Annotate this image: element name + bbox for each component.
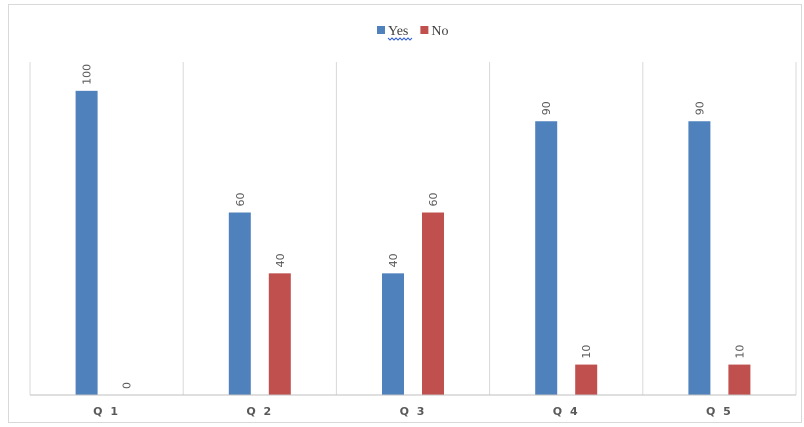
x-axis: Q 1 Q 2 Q 3 Q 4 Q 5 [30, 394, 796, 418]
data-label-no-1: 0 [121, 382, 134, 389]
bar-yes-4 [535, 121, 558, 395]
legend-label-no: No [431, 24, 448, 39]
x-tick-label: Q 5 [706, 405, 733, 418]
data-label-yes-1: 100 [81, 64, 94, 85]
data-label-yes-5: 90 [693, 101, 706, 115]
x-tick-label: Q 1 [93, 405, 120, 418]
bar-no-3 [422, 212, 444, 395]
data-label-no-2: 40 [274, 253, 287, 267]
data-label-no-5: 10 [733, 345, 746, 359]
bar-no-2 [268, 273, 291, 395]
data-label-yes-2: 60 [234, 193, 247, 207]
bar-yes-3 [382, 273, 404, 395]
legend-label-yes: Yes [388, 24, 408, 39]
data-labels: 100 0 60 40 40 60 90 10 90 10 [81, 64, 747, 389]
chart-frame [8, 4, 802, 423]
bar-no-4 [575, 364, 598, 395]
data-label-no-4: 10 [580, 345, 593, 359]
bar-yes-2 [228, 212, 251, 395]
bar-yes-1 [75, 90, 98, 395]
legend: Yes No [377, 24, 449, 41]
data-label-yes-3: 40 [387, 253, 400, 267]
spellcheck-underline [387, 37, 413, 41]
legend-swatch-no [420, 26, 429, 34]
bar-no-5 [728, 364, 751, 395]
data-label-no-3: 60 [427, 193, 440, 207]
grid-lines [29, 62, 797, 395]
bar-yes-5 [688, 121, 711, 395]
x-tick-label: Q 2 [246, 405, 273, 418]
x-tick-label: Q 4 [553, 405, 580, 418]
data-label-yes-4: 90 [540, 101, 553, 115]
x-tick-label: Q 3 [400, 405, 427, 418]
legend-swatch-yes [377, 26, 385, 34]
bars [75, 90, 751, 395]
